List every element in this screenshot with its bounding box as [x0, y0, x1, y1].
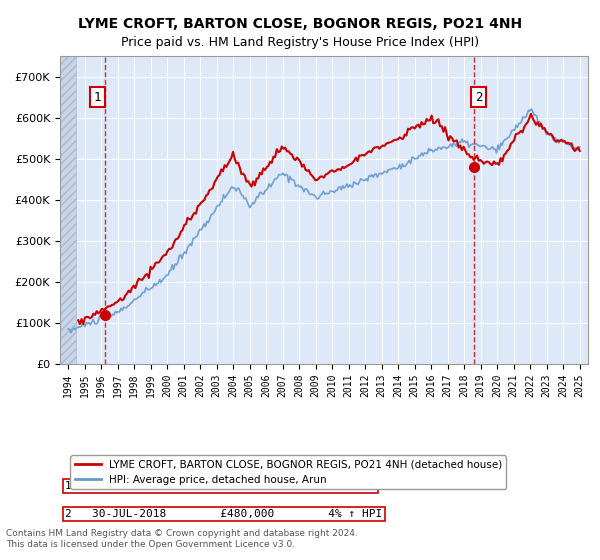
Bar [60, 56, 76, 364]
Bar [60, 56, 76, 364]
Text: Contains HM Land Registry data © Crown copyright and database right 2024.
This d: Contains HM Land Registry data © Crown c… [6, 529, 358, 549]
Text: 1: 1 [94, 91, 101, 104]
Text: Price paid vs. HM Land Registry's House Price Index (HPI): Price paid vs. HM Land Registry's House … [121, 36, 479, 49]
Text: 2   30-JUL-2018        £480,000        4% ↑ HPI: 2 30-JUL-2018 £480,000 4% ↑ HPI [65, 508, 383, 519]
Text: 2: 2 [475, 91, 482, 104]
Legend: LYME CROFT, BARTON CLOSE, BOGNOR REGIS, PO21 4NH (detached house), HPI: Average : LYME CROFT, BARTON CLOSE, BOGNOR REGIS, … [70, 455, 506, 489]
Text: 1   27-MAR-1996       £120,000       26% ↑ HPI: 1 27-MAR-1996 £120,000 26% ↑ HPI [65, 481, 376, 491]
Text: LYME CROFT, BARTON CLOSE, BOGNOR REGIS, PO21 4NH: LYME CROFT, BARTON CLOSE, BOGNOR REGIS, … [78, 17, 522, 31]
